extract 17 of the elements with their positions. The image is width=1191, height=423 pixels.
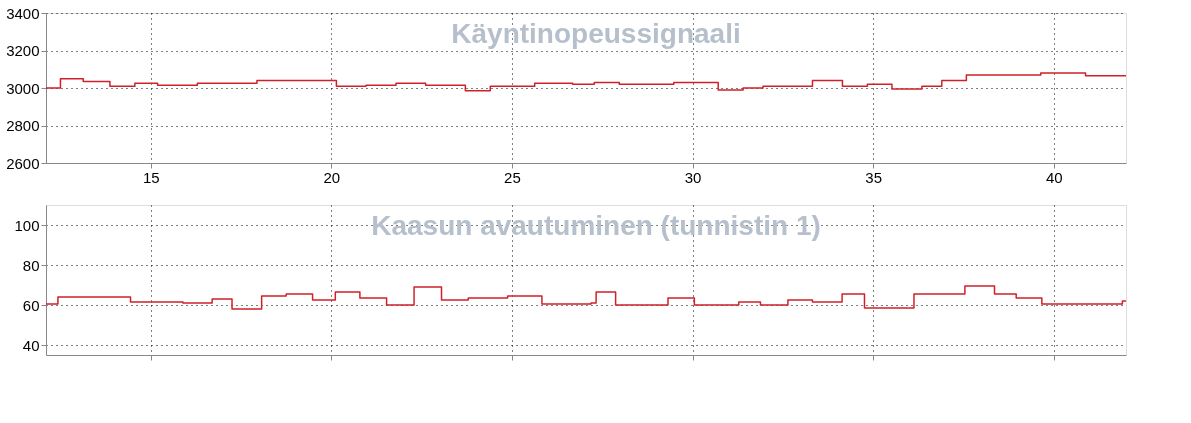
y-tick-label: 60 <box>22 296 40 314</box>
y-tick-label: 3200 <box>6 42 40 59</box>
y-tick-label: 2600 <box>6 154 40 172</box>
chart-title: Kaasun avautuminen (tunnistin 1) <box>371 210 821 241</box>
x-tick-label: 15 <box>142 168 160 186</box>
x-tick-label: 30 <box>684 168 702 186</box>
chart-title: Käyntinopeussignaali <box>451 18 741 49</box>
y-tick-label: 3400 <box>6 4 40 22</box>
x-tick-label: 40 <box>1045 168 1063 186</box>
y-tick-label: 100 <box>14 216 40 234</box>
x-tick-label: 20 <box>323 168 341 186</box>
y-tick-label: 3000 <box>6 79 40 97</box>
x-tick-label: 25 <box>504 168 521 186</box>
y-tick-label: 80 <box>22 256 40 274</box>
y-tick-label: 2800 <box>6 117 40 134</box>
x-tick-label: 35 <box>865 168 882 186</box>
y-tick-label: 40 <box>22 336 40 354</box>
